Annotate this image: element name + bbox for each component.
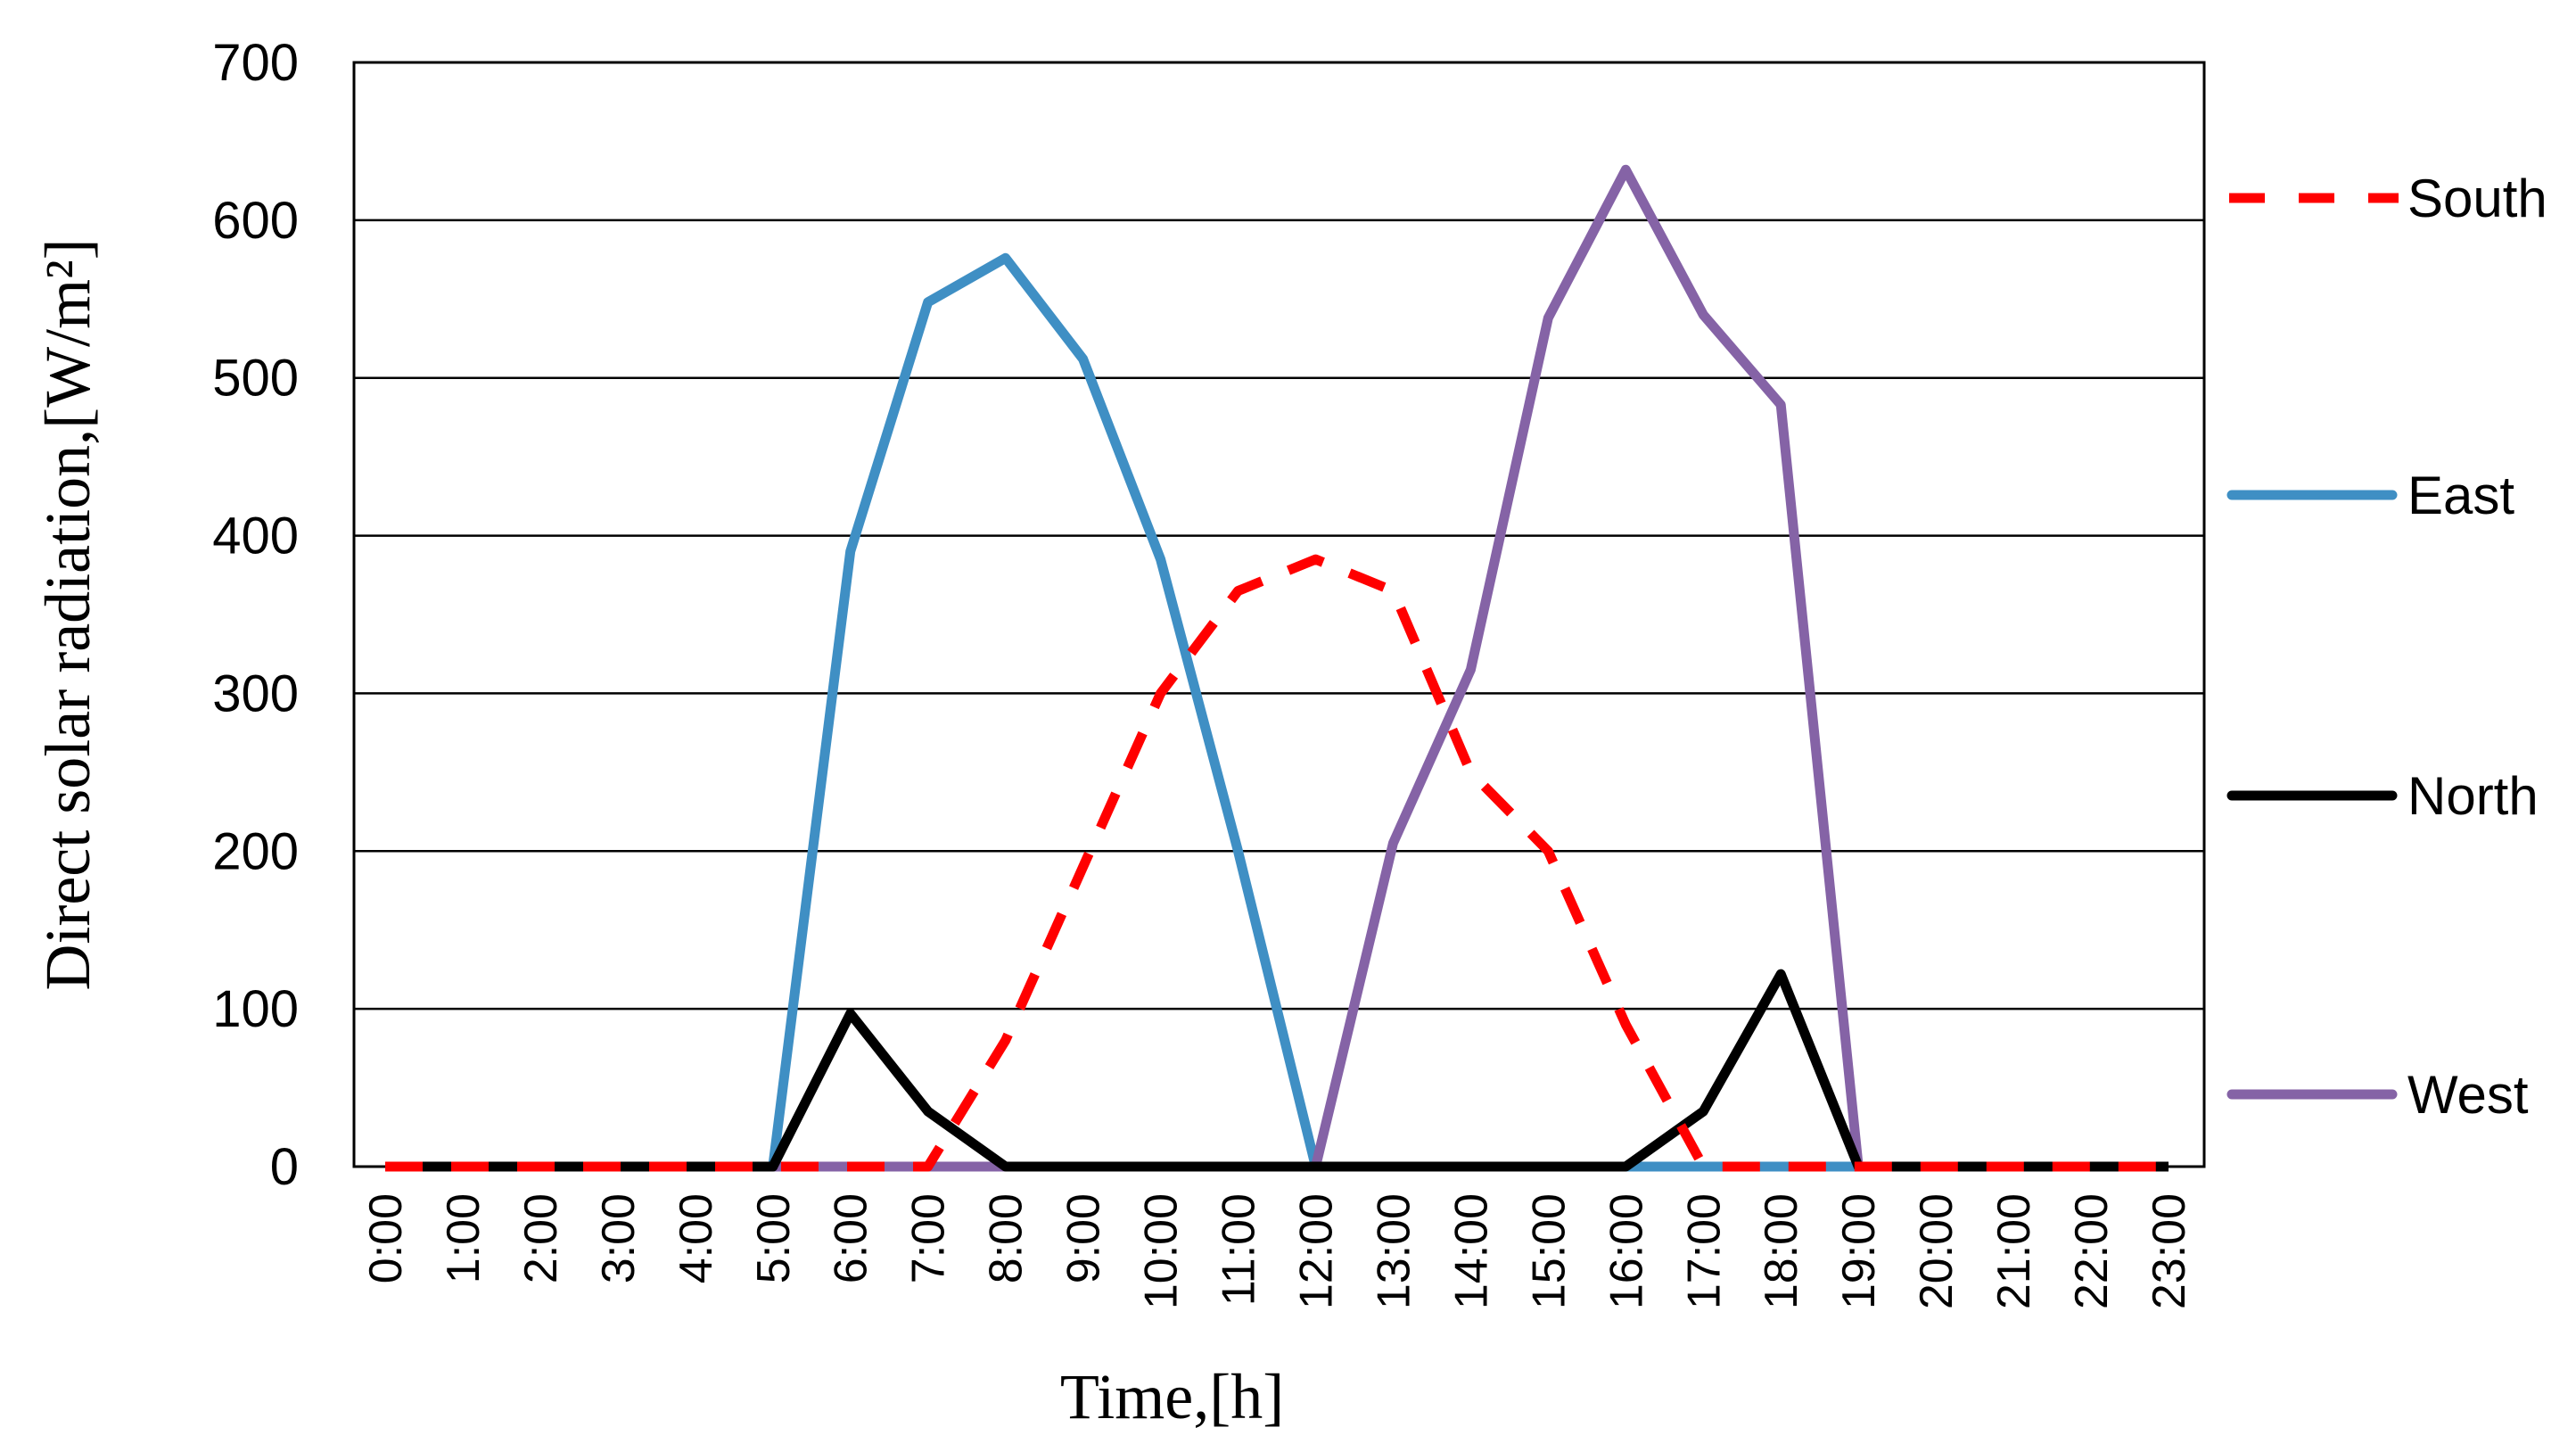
y-axis-title: Direct solar radiation,[W/m²] <box>32 238 103 990</box>
x-tick-label: 11:00 <box>1214 1193 1265 1306</box>
x-tick-label: 18:00 <box>1756 1193 1807 1309</box>
x-axis-title: Time,[h] <box>1060 1361 1284 1432</box>
x-tick-label: 8:00 <box>981 1193 1033 1283</box>
x-tick-label: 21:00 <box>1988 1193 2040 1309</box>
y-tick-label: 300 <box>212 664 299 722</box>
x-tick-label: 12:00 <box>1290 1193 1342 1309</box>
x-tick-label: 3:00 <box>593 1193 645 1283</box>
series-line-south <box>385 554 2169 1172</box>
x-tick-label: 22:00 <box>2066 1193 2118 1309</box>
x-tick-label: 7:00 <box>903 1193 955 1283</box>
x-tick-label: 10:00 <box>1136 1193 1188 1309</box>
x-tick-label: 1:00 <box>438 1193 490 1283</box>
x-tick-label: 13:00 <box>1368 1193 1420 1309</box>
x-tick-label: 14:00 <box>1445 1193 1497 1309</box>
x-tick-label: 5:00 <box>748 1193 800 1283</box>
legend-label: North <box>2407 766 2539 826</box>
legend: South East North West <box>2226 169 2547 1125</box>
x-tick-label: 0:00 <box>360 1193 412 1283</box>
legend-label: West <box>2407 1065 2529 1125</box>
y-tick-label: 400 <box>212 507 299 565</box>
legend-label: East <box>2407 466 2514 525</box>
x-tick-label: 2:00 <box>515 1193 567 1283</box>
legend-item-east: East <box>2226 466 2514 525</box>
gridlines <box>354 219 2204 1011</box>
x-tick-labels: 0:00 1:00 2:00 3:00 4:00 5:00 6:00 7:00 8:00 9:00… <box>360 1193 2195 1309</box>
x-tick-label: 6:00 <box>826 1193 877 1283</box>
x-tick-label: 20:00 <box>1911 1193 1963 1309</box>
x-tick-label: 4:00 <box>671 1193 722 1283</box>
x-tick-label: 15:00 <box>1523 1193 1575 1309</box>
x-tick-label: 9:00 <box>1058 1193 1110 1283</box>
series-lines <box>385 164 2169 1172</box>
x-tick-label: 16:00 <box>1601 1193 1652 1309</box>
y-tick-label: 600 <box>212 192 299 250</box>
legend-item-west: West <box>2226 1065 2529 1125</box>
y-tick-label: 200 <box>212 822 299 880</box>
y-tick-labels: 0 100 200 300 400 500 600 700 <box>212 34 299 1196</box>
x-tick-label: 17:00 <box>1678 1193 1730 1309</box>
legend-label: South <box>2407 169 2547 228</box>
y-tick-label: 500 <box>212 350 299 408</box>
x-tick-label: 23:00 <box>2144 1193 2195 1309</box>
y-tick-label: 100 <box>212 980 299 1038</box>
legend-item-north: North <box>2226 766 2539 826</box>
y-tick-label: 0 <box>270 1138 299 1196</box>
x-tick-label: 19:00 <box>1833 1193 1885 1309</box>
y-tick-label: 700 <box>212 34 299 92</box>
legend-item-south: South <box>2229 169 2547 228</box>
